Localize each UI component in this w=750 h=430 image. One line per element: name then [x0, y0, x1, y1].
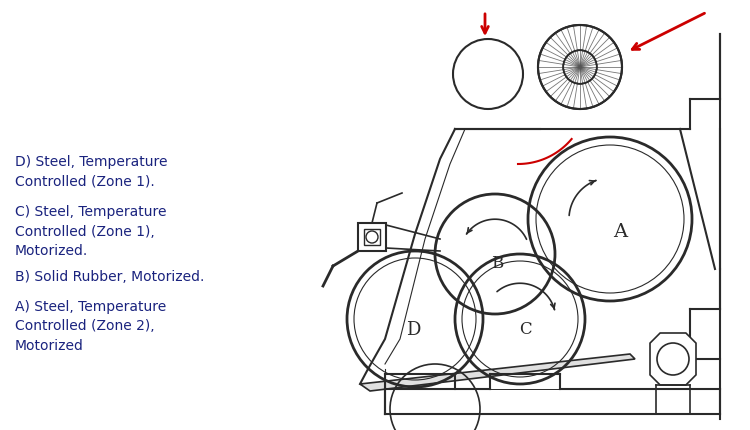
Text: A) Steel, Temperature
Controlled (Zone 2),
Motorized: A) Steel, Temperature Controlled (Zone 2…: [15, 299, 166, 352]
Polygon shape: [650, 333, 696, 385]
Text: D) Steel, Temperature
Controlled (Zone 1).: D) Steel, Temperature Controlled (Zone 1…: [15, 155, 167, 188]
Text: C: C: [519, 321, 531, 338]
Text: B) Solid Rubber, Motorized.: B) Solid Rubber, Motorized.: [15, 269, 205, 283]
Text: A: A: [613, 222, 627, 240]
Bar: [358, 224, 386, 252]
Text: B: B: [490, 254, 503, 271]
Polygon shape: [360, 354, 635, 391]
Text: C) Steel, Temperature
Controlled (Zone 1),
Motorized.: C) Steel, Temperature Controlled (Zone 1…: [15, 205, 166, 258]
Bar: [364, 230, 380, 246]
Text: D: D: [406, 320, 420, 338]
